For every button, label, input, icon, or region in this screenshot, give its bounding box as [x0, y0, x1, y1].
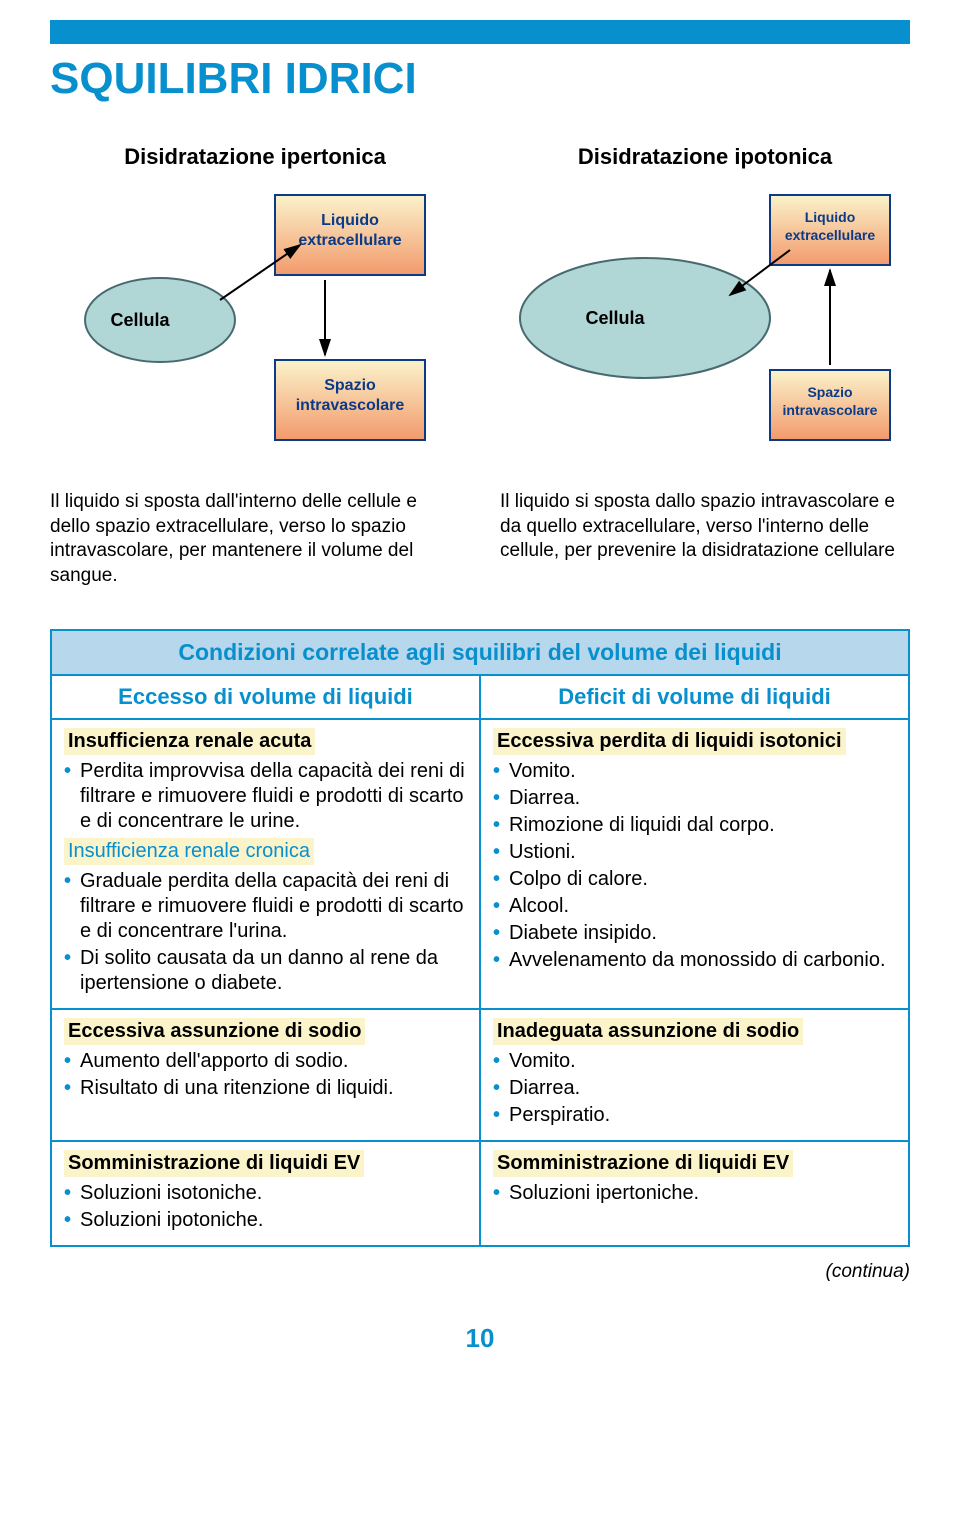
box-label: Spazio [324, 377, 376, 394]
table-cell: Inadeguata assunzione di sodio Vomito.Dia… [480, 1009, 909, 1141]
desc-right: Il liquido si sposta dallo spazio intrav… [500, 490, 910, 589]
table-cell: Somministrazione di liquidi EV Soluzioni … [480, 1141, 909, 1246]
conditions-table: Condizioni correlate agli squilibri del … [50, 629, 910, 1247]
diagrams-row: Disidratazione ipertonica Liquido extrac… [50, 144, 910, 450]
bullet-item: Soluzioni ipertoniche. [493, 1181, 896, 1206]
bullet-item: Vomito. [493, 1049, 896, 1074]
bullet-item: Di solito causata da un danno al rene da… [64, 946, 467, 996]
footer-note: (continua) [50, 1261, 910, 1283]
bullet-item: Diabete insipido. [493, 921, 896, 946]
bullet-item: Perspiratio. [493, 1103, 896, 1128]
cell-label: Inadeguata assunzione di sodio [493, 1018, 803, 1045]
cell-label: Cellula [110, 310, 170, 330]
box-label: extracellulare [785, 227, 875, 243]
bullet-item: Ustioni. [493, 840, 896, 865]
table-cell: Eccessiva perdita di liquidi isotonici Vo… [480, 719, 909, 1009]
page-title: SQUILIBRI IDRICI [50, 54, 910, 104]
box-label: Spazio [807, 384, 852, 400]
box-label: Liquido [805, 209, 856, 225]
col-header-left: Eccesso di volume di liquidi [51, 675, 480, 719]
box-label: intravascolare [296, 397, 405, 414]
cell-sub-label: Insufficienza renale cronica [64, 838, 314, 865]
box-label: intravascolare [783, 402, 878, 418]
diagram-svg-right: Liquido extracellulare Spazio intravasco… [500, 190, 910, 450]
col-header-right: Deficit di volume di liquidi [480, 675, 909, 719]
bullet-item: Graduale perdita della capacità dei reni… [64, 869, 467, 944]
diagram-title-left: Disidratazione ipertonica [124, 144, 386, 170]
box-label: Liquido [321, 212, 379, 229]
bullet-item: Avvelenamento da monossido di carbonio. [493, 948, 896, 973]
cell-label: Eccessiva perdita di liquidi isotonici [493, 728, 846, 755]
bullet-item: Perdita improvvisa della capacità dei re… [64, 759, 467, 834]
box-label: extracellulare [298, 232, 401, 249]
bullet-item: Colpo di calore. [493, 867, 896, 892]
table-cell: Insufficienza renale acuta Perdita improv… [51, 719, 480, 1009]
diagram-hypertonic: Disidratazione ipertonica Liquido extrac… [50, 144, 460, 450]
table-cell: Somministrazione di liquidi EV Soluzioni … [51, 1141, 480, 1246]
bullet-item: Vomito. [493, 759, 896, 784]
desc-row: Il liquido si sposta dall'interno delle … [50, 480, 910, 589]
cell-label: Eccessiva assunzione di sodio [64, 1018, 365, 1045]
cell-label: Insufficienza renale acuta [64, 728, 315, 755]
page-number: 10 [50, 1323, 910, 1354]
cell-label: Somministrazione di liquidi EV [493, 1150, 793, 1177]
title-bar [50, 20, 910, 44]
diagram-svg-left: Liquido extracellulare Spazio intravasco… [50, 190, 460, 450]
desc-left: Il liquido si sposta dall'interno delle … [50, 490, 460, 589]
table-title: Condizioni correlate agli squilibri del … [51, 630, 909, 675]
bullet-item: Rimozione di liquidi dal corpo. [493, 813, 896, 838]
bullet-item: Risultato di una ritenzione di liquidi. [64, 1076, 467, 1101]
table-cell: Eccessiva assunzione di sodio Aumento del… [51, 1009, 480, 1141]
bullet-item: Alcool. [493, 894, 896, 919]
cell-ellipse [520, 258, 770, 378]
bullet-item: Diarrea. [493, 1076, 896, 1101]
bullet-item: Diarrea. [493, 786, 896, 811]
bullet-item: Soluzioni isotoniche. [64, 1181, 467, 1206]
bullet-item: Aumento dell'apporto di sodio. [64, 1049, 467, 1074]
diagram-title-right: Disidratazione ipotonica [578, 144, 832, 170]
cell-label: Cellula [585, 308, 645, 328]
bullet-item: Soluzioni ipotoniche. [64, 1208, 467, 1233]
diagram-hypotonic: Disidratazione ipotonica Liquido extrace… [500, 144, 910, 450]
cell-label: Somministrazione di liquidi EV [64, 1150, 364, 1177]
